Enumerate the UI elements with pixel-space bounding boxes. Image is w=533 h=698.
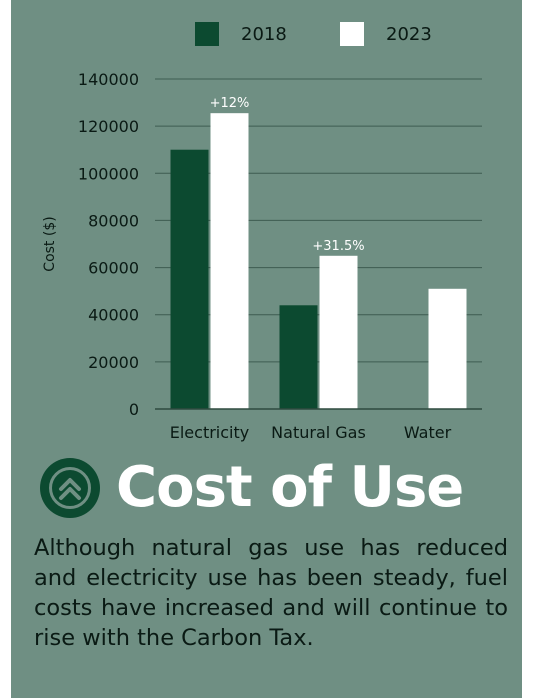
x-tick-label: Electricity: [170, 423, 249, 442]
legend-swatch-2018: [195, 22, 219, 46]
data-label: +31.5%: [312, 239, 364, 254]
headline: Cost of Use: [40, 448, 464, 528]
legend-label: 2018: [241, 24, 287, 45]
y-tick-label: 0: [129, 400, 139, 419]
page-title: Cost of Use: [116, 455, 464, 520]
x-tick-label: Water: [404, 423, 452, 442]
bar-2018-electricity: [170, 149, 209, 409]
y-tick-label: 60000: [88, 259, 139, 278]
cost-bar-chart: 0 20000 40000 60000 80000 100000 120000 140000 C…: [42, 22, 482, 442]
y-tick-label: 20000: [88, 353, 139, 372]
bar-2023-natural-gas: [319, 255, 358, 409]
double-chevron-up-icon: [40, 458, 100, 518]
y-tick-label: 100000: [78, 164, 139, 183]
bar-2023-water: [428, 288, 467, 409]
data-label: +12%: [210, 96, 250, 111]
y-axis-label: Cost ($): [42, 216, 58, 271]
legend-swatch-2023: [340, 22, 364, 46]
bar-2018-natural-gas: [279, 305, 318, 409]
y-tick-label: 40000: [88, 306, 139, 325]
y-tick-label: 140000: [78, 70, 139, 89]
y-tick-label: 120000: [78, 117, 139, 136]
description-text: Although natural gas use has reduced and…: [34, 535, 508, 651]
bar-2023-electricity: [210, 113, 249, 409]
x-tick-label: Natural Gas: [271, 423, 366, 442]
legend-label: 2023: [386, 24, 432, 45]
y-tick-label: 80000: [88, 211, 139, 230]
